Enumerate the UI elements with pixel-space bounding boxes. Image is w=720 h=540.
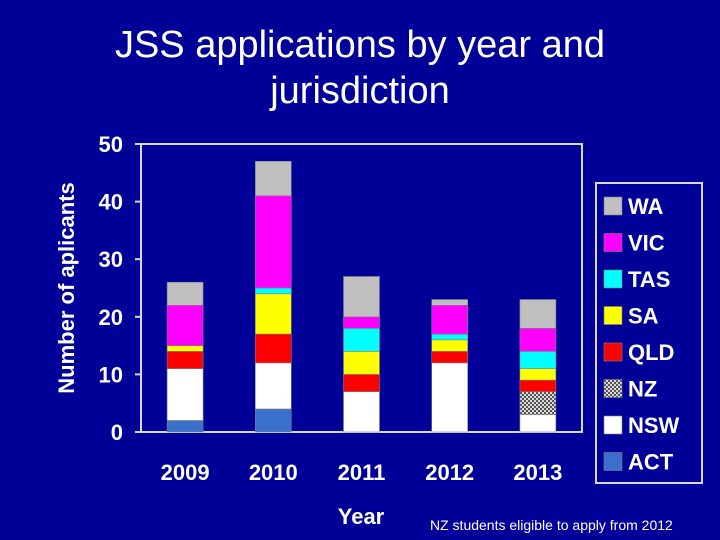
legend-swatch-act xyxy=(603,452,623,471)
bar-2012-vic xyxy=(431,304,469,335)
bar-2011-tas xyxy=(343,328,380,352)
legend-label-act: ACT xyxy=(628,450,674,475)
legend-swatch-nsw xyxy=(603,415,623,435)
slide-title: JSS applications by year and jurisdictio… xyxy=(114,24,606,112)
legend-label-vic: VIC xyxy=(628,231,665,256)
legend-label-sa: SA xyxy=(628,304,659,329)
footnote: NZ students eligible to apply from 2012 xyxy=(430,517,673,533)
legend-label-nsw: NSW xyxy=(628,413,680,438)
legend-label-tas: TAS xyxy=(628,267,670,292)
y-tick-label: 20 xyxy=(99,305,123,330)
legend-swatch-wa xyxy=(603,196,623,216)
bar-2013-wa xyxy=(519,299,557,329)
y-tick-label: 10 xyxy=(99,362,123,387)
bar-2011-wa xyxy=(343,276,380,318)
bar-2013-qld xyxy=(519,379,557,392)
bar-2013-tas xyxy=(519,351,557,369)
y-tick-label: 0 xyxy=(111,420,123,445)
bar-2011-vic xyxy=(343,316,380,329)
bar-2010-wa xyxy=(255,160,292,197)
x-tick-label: 2011 xyxy=(338,460,386,485)
bar-2010-sa xyxy=(255,293,292,335)
legend-swatch-nz xyxy=(603,379,623,398)
bar-2010-tas xyxy=(255,287,292,295)
legend-label-wa: WA xyxy=(628,194,664,219)
bar-2011-nsw xyxy=(343,391,380,433)
bar-2009-nsw xyxy=(166,368,204,421)
legend-swatch-vic xyxy=(603,233,623,252)
legend-label-qld: QLD xyxy=(628,340,674,365)
bar-2012-tas xyxy=(431,333,469,341)
bar-2010-nsw xyxy=(255,362,292,410)
bar-2013-vic xyxy=(519,328,557,352)
legend-swatch-tas xyxy=(603,269,623,289)
bar-2009-sa xyxy=(166,345,204,352)
legend-swatch-sa xyxy=(603,306,623,325)
y-axis-label: Number of aplicants xyxy=(54,182,79,393)
y-tick-label: 50 xyxy=(99,132,123,157)
x-tick-label: 2013 xyxy=(513,460,562,485)
bar-2012-qld xyxy=(431,351,469,364)
bar-2009-act xyxy=(166,420,204,433)
x-tick-label: 2012 xyxy=(425,460,474,485)
bar-2010-vic xyxy=(255,195,292,289)
legend-label-nz: NZ xyxy=(628,377,657,402)
y-tick-label: 30 xyxy=(99,247,123,272)
x-axis-label: Year xyxy=(338,504,385,529)
bar-2013-sa xyxy=(519,368,557,381)
bar-2012-sa xyxy=(431,339,469,352)
legend-box xyxy=(595,182,703,484)
bar-2013-nsw xyxy=(519,414,557,433)
bar-2009-qld xyxy=(166,351,204,369)
bar-2013-nz xyxy=(519,391,557,416)
legend: WA VIC TAS SA QLD NZ NSW ACT xyxy=(595,182,703,484)
bar-2010-act xyxy=(255,408,292,433)
x-tick-label: 2009 xyxy=(161,460,210,485)
bar-2009-vic xyxy=(166,304,204,346)
bar-2010-qld xyxy=(255,333,292,364)
bar-2011-sa xyxy=(343,351,380,375)
y-tick-label: 40 xyxy=(99,190,123,215)
legend-swatch-qld xyxy=(603,342,623,362)
x-tick-label: 2010 xyxy=(249,460,298,485)
bar-2012-nsw xyxy=(431,362,469,433)
bar-2009-wa xyxy=(166,281,204,306)
bar-2012-wa xyxy=(431,299,469,306)
bar-2011-qld xyxy=(343,374,380,392)
